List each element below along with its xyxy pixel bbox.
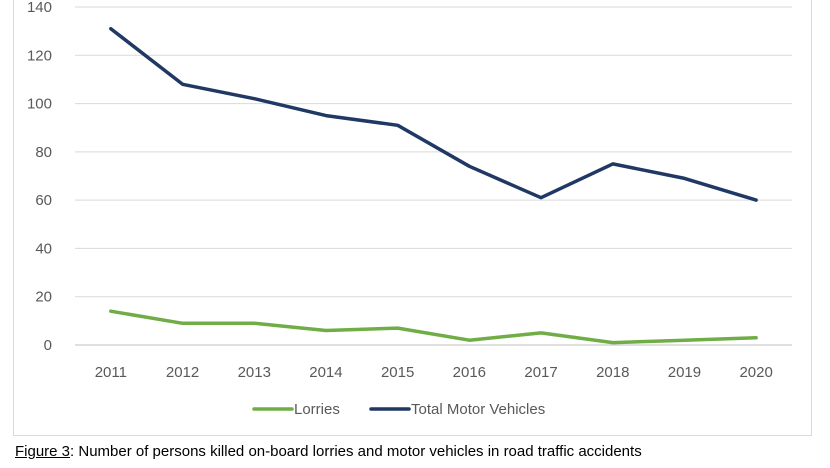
x-tick-label: 2013 xyxy=(238,364,271,381)
caption-text: : Number of persons killed on-board lorr… xyxy=(70,443,642,460)
x-tick-label: 2015 xyxy=(381,364,414,381)
y-tick-label: 60 xyxy=(35,192,52,209)
series-line-total-motor-vehicles xyxy=(109,26,758,202)
x-tick-label: 2017 xyxy=(524,364,557,381)
legend-label: Lorries xyxy=(294,401,340,418)
y-tick-label: 40 xyxy=(35,240,52,257)
x-tick-label: 2014 xyxy=(309,364,342,381)
caption-figure-label: Figure 3 xyxy=(15,443,71,460)
y-axis-tick-labels: 0 20 40 60 80 100 120 140 xyxy=(27,0,52,354)
y-tick-label: 140 xyxy=(27,0,52,16)
x-tick-label: 2016 xyxy=(453,364,486,381)
y-tick-label: 0 xyxy=(44,337,52,354)
x-tick-label: 2011 xyxy=(95,364,127,381)
figure-caption: Figure 3: Number of persons killed on-bo… xyxy=(15,443,642,460)
y-tick-label: 120 xyxy=(27,47,52,64)
legend-label: Total Motor Vehicles xyxy=(411,401,545,418)
series-line-lorries xyxy=(109,309,758,345)
x-tick-label: 2012 xyxy=(166,364,199,381)
y-tick-label: 20 xyxy=(35,289,52,306)
y-tick-label: 100 xyxy=(27,96,52,113)
x-tick-label: 2020 xyxy=(739,364,772,381)
y-tick-label: 80 xyxy=(35,144,52,161)
chart-frame xyxy=(13,0,812,436)
x-tick-label: 2019 xyxy=(668,364,701,381)
legend: Lorries Total Motor Vehicles xyxy=(252,401,545,418)
x-tick-label: 2018 xyxy=(596,364,629,381)
gridlines xyxy=(75,6,792,346)
series-lines xyxy=(109,26,758,345)
x-axis-tick-labels: 2011 2012 2013 2014 2015 2016 2017 2018 2019 2020 xyxy=(95,364,773,381)
